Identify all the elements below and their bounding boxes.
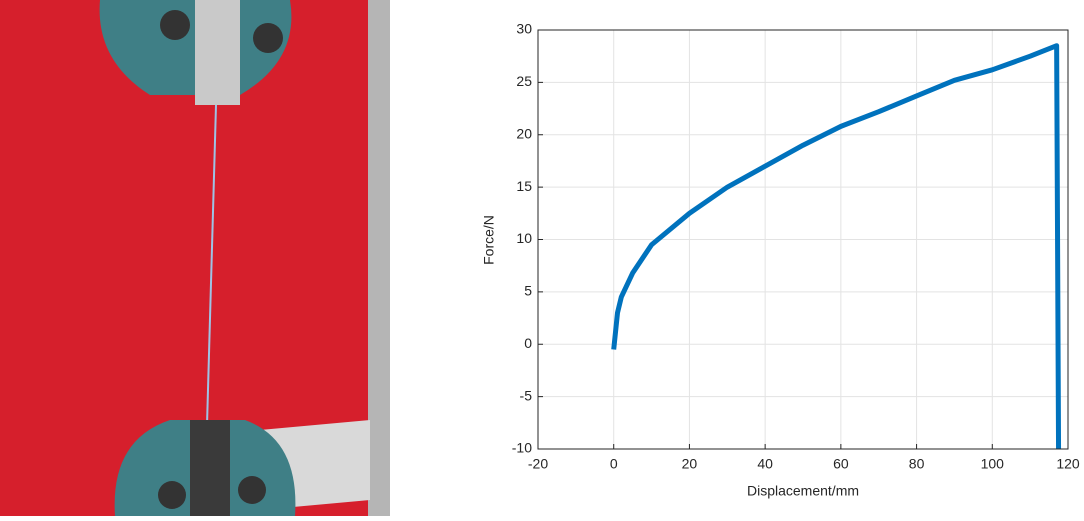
plot: -10 -5 0 5 10 15 20 25 30 -20 0 20 40 60 80 100 120 [512, 21, 1080, 472]
y-tick-label: 0 [524, 335, 532, 351]
fiber [206, 104, 217, 426]
lower-jaw [190, 420, 230, 516]
x-tick-label: 60 [833, 456, 849, 472]
screw [238, 476, 266, 504]
x-tick-label: -20 [528, 456, 548, 472]
screw [160, 10, 190, 40]
x-tick-label: 40 [757, 456, 773, 472]
y-tick-label: 20 [516, 125, 532, 141]
plot-box [537, 29, 1069, 450]
screw [253, 23, 283, 53]
x-tick-label: 100 [981, 456, 1005, 472]
x-axis-label: Displacement/mm [747, 483, 859, 499]
x-tick-label: 120 [1056, 456, 1080, 472]
y-tick-label: 25 [516, 73, 532, 89]
screw [158, 481, 186, 509]
upper-jaw [195, 0, 240, 105]
y-tick-label: 10 [516, 230, 532, 246]
frame [368, 0, 390, 516]
x-tick-label: 0 [610, 456, 618, 472]
x-tick-label: 20 [682, 456, 698, 472]
y-tick-label: -10 [512, 440, 532, 456]
data-line [611, 43, 1062, 450]
x-tick-label: 80 [909, 456, 925, 472]
photo [0, 0, 390, 516]
y-tick-label: 15 [516, 178, 532, 194]
y-tick-label: 30 [516, 21, 532, 37]
y-axis-label: Force/N [481, 215, 497, 265]
y-tick-label: 5 [524, 283, 532, 299]
y-tick-label: -5 [520, 387, 533, 403]
